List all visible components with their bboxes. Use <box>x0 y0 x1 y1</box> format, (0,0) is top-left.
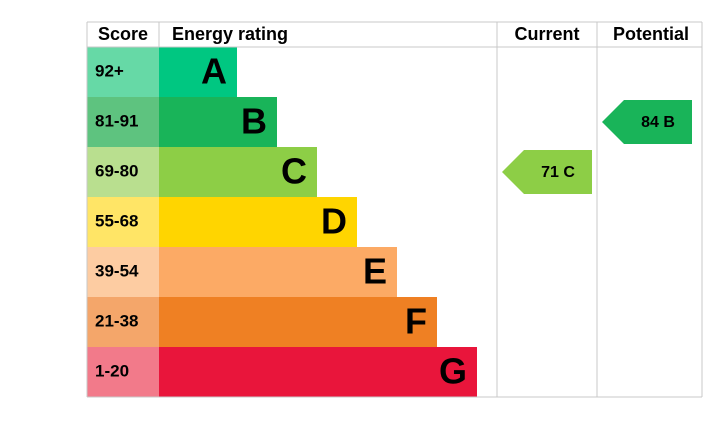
score-label: 1-20 <box>95 361 129 380</box>
score-cell <box>87 47 159 97</box>
rating-letter: G <box>439 351 467 392</box>
rating-bar <box>159 247 397 297</box>
score-label: 55-68 <box>95 211 138 230</box>
rating-bar <box>159 197 357 247</box>
header-score: Score <box>98 24 148 44</box>
score-label: 92+ <box>95 61 124 80</box>
rating-bar <box>159 147 317 197</box>
score-cell <box>87 247 159 297</box>
header-current: Current <box>514 24 579 44</box>
score-cell <box>87 147 159 197</box>
rating-bar <box>159 297 437 347</box>
rating-letter: F <box>405 301 427 342</box>
rating-bar <box>159 347 477 397</box>
score-cell <box>87 97 159 147</box>
score-cell <box>87 197 159 247</box>
rating-letter: D <box>321 201 347 242</box>
score-cell <box>87 347 159 397</box>
rating-bar <box>159 47 237 97</box>
current-label: 71 C <box>541 164 575 181</box>
score-label: 81-91 <box>95 111 138 130</box>
score-label: 21-38 <box>95 311 138 330</box>
header-rating: Energy rating <box>172 24 288 44</box>
current-arrow <box>502 150 592 194</box>
rating-letter: B <box>241 101 267 142</box>
potential-arrow <box>602 100 692 144</box>
header-potential: Potential <box>613 24 689 44</box>
rating-letter: C <box>281 151 307 192</box>
score-label: 69-80 <box>95 161 138 180</box>
rating-letter: A <box>201 51 227 92</box>
potential-label: 84 B <box>641 114 675 131</box>
score-cell <box>87 297 159 347</box>
rating-bar <box>159 97 277 147</box>
rating-letter: E <box>363 251 387 292</box>
score-label: 39-54 <box>95 261 139 280</box>
